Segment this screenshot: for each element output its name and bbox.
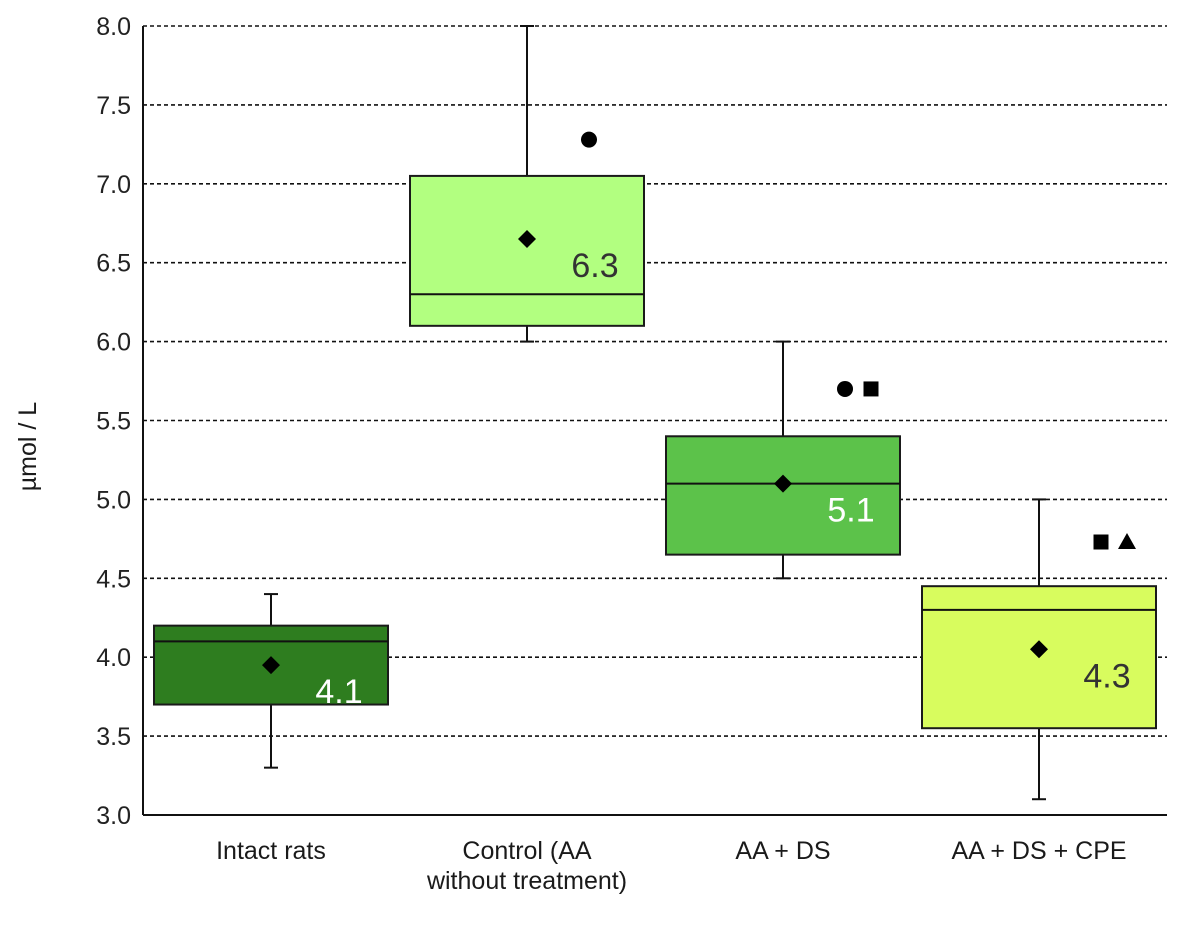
median-value-label: 4.3 xyxy=(1083,657,1130,695)
boxes: 4.1 6.3 5.1 4.3 xyxy=(153,25,1157,801)
median-value-label: 4.1 xyxy=(315,673,362,711)
box-group-4: 4.3 xyxy=(921,498,1157,801)
median-value-label: 5.1 xyxy=(827,492,874,530)
significance-triangle-marker xyxy=(1118,533,1136,550)
y-tick-label-7.5: 7.5 xyxy=(96,92,131,120)
y-tick-label-6.5: 6.5 xyxy=(96,250,131,278)
category-label-line: Intact rats xyxy=(216,837,326,865)
category-label-line: AA + DS xyxy=(735,837,830,865)
category-label-line: without treatment) xyxy=(426,867,627,895)
x-category-label-2: Control (AA without treatment) xyxy=(426,837,627,895)
x-category-label-4: AA + DS + CPE xyxy=(951,837,1126,865)
box-group-1: 4.1 xyxy=(153,593,389,769)
category-label-line: AA + DS + CPE xyxy=(951,837,1126,865)
significance-circle-marker xyxy=(837,380,853,397)
significance-circle-marker xyxy=(581,131,597,148)
box-group-2: 6.3 xyxy=(409,25,645,343)
significance-square-marker xyxy=(863,381,879,397)
mean-marker xyxy=(1030,640,1048,659)
grid-lines xyxy=(143,25,1167,737)
x-category-label-3: AA + DS xyxy=(735,837,830,865)
y-tick-label-7.0: 7.0 xyxy=(96,171,131,199)
box-iqr xyxy=(665,435,901,556)
y-tick-label-4.5: 4.5 xyxy=(96,565,131,593)
box-group-3: 5.1 xyxy=(665,340,901,580)
mean-marker xyxy=(774,474,792,493)
y-tick-label-8.0: 8.0 xyxy=(96,13,131,41)
y-tick-label-6.0: 6.0 xyxy=(96,329,131,357)
y-axis-title: µmol / L xyxy=(14,402,42,492)
y-tick-label-3.5: 3.5 xyxy=(96,723,131,751)
box-iqr xyxy=(409,174,645,327)
median-value-label: 6.3 xyxy=(571,247,618,285)
x-category-label-1: Intact rats xyxy=(216,837,326,865)
mean-marker xyxy=(518,230,536,249)
y-tick-label-3.0: 3.0 xyxy=(96,802,131,830)
category-label-line: Control (AA xyxy=(462,837,592,865)
y-tick-label-5.0: 5.0 xyxy=(96,486,131,514)
mean-marker xyxy=(262,656,280,675)
axes: 3.0 3.5 4.0 4.5 5.0 5.5 6.0 6.5 7.0 7.5 8.0 µmol / … xyxy=(14,13,1167,830)
y-tick-label-4.0: 4.0 xyxy=(96,644,131,672)
y-tick-label-5.5: 5.5 xyxy=(96,408,131,436)
significance-square-marker xyxy=(1093,534,1109,550)
labels: Intact rats Control (AA without treatment)… xyxy=(216,837,1126,895)
